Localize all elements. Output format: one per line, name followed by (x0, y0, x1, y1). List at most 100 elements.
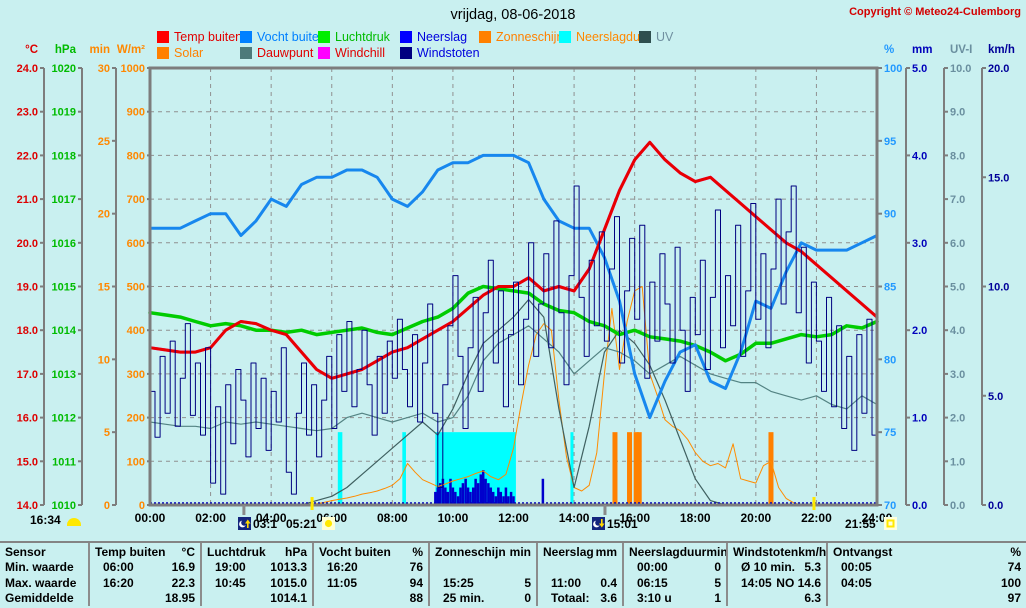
tick-label-mm: 4.0 (912, 150, 927, 162)
tick-label-°C: 16.0 (17, 413, 38, 425)
tick-label-km/h: 10.0 (988, 282, 1009, 294)
axis-unit-UV-I: UV-I (950, 44, 972, 56)
bars-neerslag (474, 478, 477, 505)
legend-label: Windstoten (417, 45, 480, 60)
table-row: Ontvangst% (833, 544, 1021, 560)
tick-label-W/m²: 400 (127, 325, 145, 337)
table-row: Windstoten km/h (733, 544, 826, 560)
bars-neerslag (491, 491, 495, 505)
table-row: 88 (319, 591, 423, 607)
table-cell: 3.6 (600, 591, 617, 606)
sunrise-label: 05:21 (286, 517, 317, 531)
sun-axis-tick (812, 497, 816, 510)
table-col-luchtdruk: Luchtdruk hPa 19:00 1013.3 10:45 1015.0 1014.1 (200, 543, 312, 606)
legend-item-dauwpunt: Dauwpunt (240, 45, 314, 60)
tick-label-%: 90 (884, 209, 896, 221)
bars-neerslag (436, 487, 440, 505)
legend-item-windchill: Windchill (318, 46, 385, 60)
x-tick-label: 16:00 (619, 511, 650, 525)
table-cell: 0 (524, 591, 531, 606)
tick-label-W/m²: 500 (127, 282, 145, 294)
table-row: 6.3 (733, 591, 821, 607)
table-row: Temp buiten °C (95, 544, 195, 560)
tick-label-mm: 0.0 (912, 500, 927, 512)
table-row: 04:05 100 (833, 575, 1021, 591)
sun-dome-icon (66, 517, 81, 526)
table-cell: 100 (1000, 575, 1021, 590)
table-row: Sensor (5, 544, 83, 560)
table-row: 18.95 (95, 591, 195, 607)
bars-neerslag (471, 487, 475, 505)
tick-label-UV-I: 7.0 (950, 194, 965, 206)
bars-neerslag (541, 478, 545, 505)
legend-item-neerslag: Neerslag (400, 30, 467, 44)
tick-label-W/m²: 1000 (121, 63, 145, 75)
table-col-zonneschijn: Zonneschijn min 15:25 5 25 min. 0 (428, 543, 536, 606)
tick-label-hPa: 1020 (52, 63, 76, 75)
tick-label-hPa: 1013 (52, 369, 76, 381)
tick-label-min: 0 (104, 500, 110, 512)
bars-neerslag (479, 474, 483, 505)
table-row (543, 560, 617, 576)
tick-label-hPa: 1015 (52, 282, 76, 294)
x-tick-label: 02:00 (195, 511, 226, 525)
tick-label-°C: 23.0 (17, 107, 38, 119)
moon-axis-tick (242, 505, 246, 515)
axis-unit-°C: °C (25, 44, 38, 56)
moonrise-label: 03:1 (253, 517, 277, 531)
table-row: 00:00 0 (629, 560, 721, 576)
bars-zonneschijn (636, 432, 642, 505)
tick-label-km/h: 5.0 (988, 391, 1003, 403)
x-tick-label: 08:00 (377, 511, 408, 525)
tick-label-W/m²: 800 (127, 150, 145, 162)
tick-label-hPa: 1016 (52, 238, 76, 250)
legend-item-zonneschijn: Zonneschijn (479, 30, 563, 44)
bars-zonneschijn (768, 432, 774, 505)
table-cell: 15:25 (443, 575, 474, 590)
table-cell: 06:15 (637, 575, 668, 590)
sunset-label: 21:55 (845, 517, 876, 531)
copyright-text: Copyright © Meteo24-Culemborg (849, 6, 1021, 18)
weather-chart: 24.0 23.0 22.0 21.0 20.0 19.0 18.0 17.0 16.0 15.0… (17, 44, 1015, 531)
legend-swatch-icon (157, 30, 169, 43)
tick-label-°C: 24.0 (17, 63, 38, 75)
tick-label-min: 30 (98, 63, 110, 75)
table-cell: 16:20 (327, 560, 358, 575)
tick-label-°C: 17.0 (17, 369, 38, 381)
axis-unit-hPa: hPa (55, 44, 77, 56)
bars-neerslag (489, 487, 493, 505)
tick-label-°C: 19.0 (17, 282, 38, 294)
tick-label-UV-I: 1.0 (950, 456, 965, 468)
table-cell: Neerslagduur (629, 544, 707, 559)
tick-label-hPa: 1012 (52, 413, 76, 425)
bars-neerslag (456, 496, 460, 505)
moonset-label: 15:01 (607, 517, 638, 531)
bars-neerslagduur (337, 432, 343, 505)
table-row: 00:05 74 (833, 560, 1021, 576)
axis-unit-mm: mm (912, 44, 932, 56)
x-tick-label: 00:00 (135, 511, 166, 525)
tick-label-UV-I: 3.0 (950, 369, 965, 381)
tick-label-min: 10 (98, 354, 110, 366)
table-cell: % (1010, 544, 1021, 559)
bars-neerslagduur (570, 432, 574, 505)
legend-label: Dauwpunt (257, 45, 314, 60)
table-cell: 06:00 (103, 560, 134, 575)
table-cell: 1014.1 (270, 591, 307, 606)
bars-zonneschijn (627, 432, 633, 505)
table-row: 11:05 94 (319, 575, 423, 591)
legend-label: Vocht buiten (257, 29, 326, 44)
table-cell: Windstoten (733, 544, 799, 559)
table-cell: 00:00 (637, 560, 668, 575)
sun-axis-tick (310, 497, 314, 510)
page-title: vrijdag, 08-06-2018 (450, 7, 576, 23)
table-cell: 6.3 (804, 591, 821, 606)
legend-swatch-icon (157, 46, 169, 59)
table-cell: Neerslag (543, 544, 594, 559)
series-windstoten-line (149, 185, 878, 495)
table-cell: 1015.0 (270, 575, 307, 590)
table-row (435, 560, 531, 576)
table-row: Zonneschijn min (435, 544, 531, 560)
table-row: 10:45 1015.0 (207, 575, 307, 591)
